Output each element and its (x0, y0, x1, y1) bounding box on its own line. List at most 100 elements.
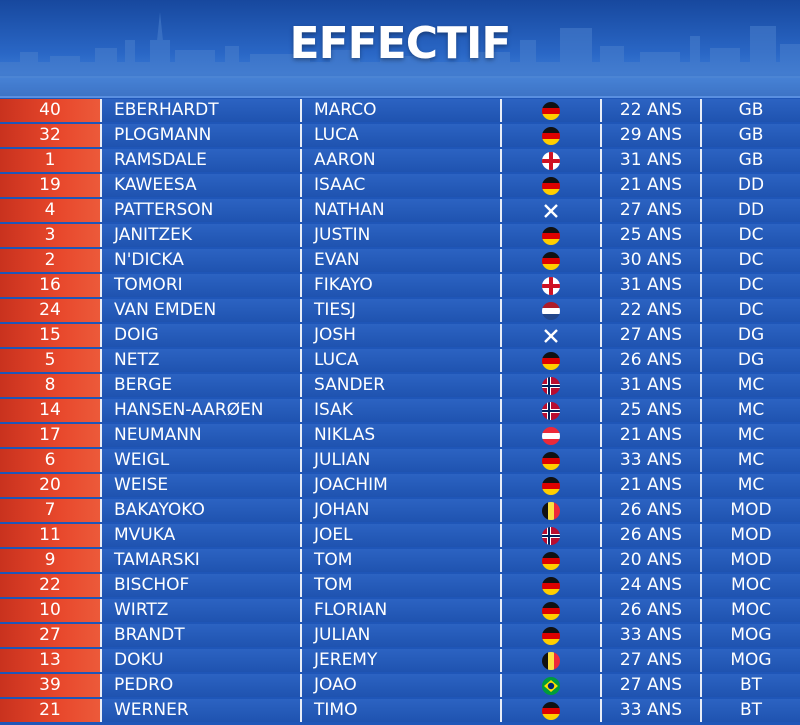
player-details: MVUKA JOEL 26 ANS MOD (100, 524, 800, 547)
norway-flag-icon (500, 374, 600, 397)
player-last-name: BERGE (100, 374, 300, 397)
player-position: GB (700, 149, 800, 172)
table-row: 9 TAMARSKI TOM 20 ANS MOD (0, 549, 800, 572)
player-age: 21 ANS (600, 474, 700, 497)
player-last-name: WIRTZ (100, 599, 300, 622)
player-age: 33 ANS (600, 449, 700, 472)
player-details: KAWEESA ISAAC 21 ANS DD (100, 174, 800, 197)
germany-flag-icon (500, 124, 600, 147)
player-position: DD (700, 174, 800, 197)
player-position: MC (700, 399, 800, 422)
player-details: PLOGMANN LUCA 29 ANS GB (100, 124, 800, 147)
player-position: GB (700, 99, 800, 122)
table-row: 11 MVUKA JOEL 26 ANS MOD (0, 524, 800, 547)
player-position: BT (700, 699, 800, 722)
player-first-name: FLORIAN (300, 599, 500, 622)
player-first-name: JOHAN (300, 499, 500, 522)
player-position: DD (700, 199, 800, 222)
player-age: 26 ANS (600, 524, 700, 547)
player-number: 14 (0, 399, 100, 422)
player-details: WEISE JOACHIM 21 ANS MC (100, 474, 800, 497)
table-row: 10 WIRTZ FLORIAN 26 ANS MOC (0, 599, 800, 622)
scotland-flag-icon (500, 199, 600, 222)
player-details: BISCHOF TOM 24 ANS MOC (100, 574, 800, 597)
germany-flag-icon (500, 224, 600, 247)
player-number: 11 (0, 524, 100, 547)
player-number: 3 (0, 224, 100, 247)
table-row: 2 N'DICKA EVAN 30 ANS DC (0, 249, 800, 272)
player-first-name: JOAO (300, 674, 500, 697)
player-age: 33 ANS (600, 624, 700, 647)
player-last-name: TOMORI (100, 274, 300, 297)
player-age: 25 ANS (600, 224, 700, 247)
table-row: 15 DOIG JOSH 27 ANS DG (0, 324, 800, 347)
player-last-name: RAMSDALE (100, 149, 300, 172)
player-position: MOD (700, 499, 800, 522)
germany-flag-icon (500, 249, 600, 272)
germany-flag-icon (500, 599, 600, 622)
player-first-name: JULIAN (300, 624, 500, 647)
germany-flag-icon (500, 174, 600, 197)
player-last-name: WEISE (100, 474, 300, 497)
player-details: WERNER TIMO 33 ANS BT (100, 699, 800, 722)
player-first-name: EVAN (300, 249, 500, 272)
player-position: MOD (700, 549, 800, 572)
player-age: 22 ANS (600, 99, 700, 122)
player-age: 29 ANS (600, 124, 700, 147)
player-number: 4 (0, 199, 100, 222)
player-number: 17 (0, 424, 100, 447)
player-details: WEIGL JULIAN 33 ANS MC (100, 449, 800, 472)
player-number: 5 (0, 349, 100, 372)
player-number: 9 (0, 549, 100, 572)
player-last-name: N'DICKA (100, 249, 300, 272)
player-last-name: KAWEESA (100, 174, 300, 197)
table-row: 13 DOKU JEREMY 27 ANS MOG (0, 649, 800, 672)
player-age: 31 ANS (600, 274, 700, 297)
player-first-name: LUCA (300, 349, 500, 372)
table-row: 27 BRANDT JULIAN 33 ANS MOG (0, 624, 800, 647)
germany-flag-icon (500, 574, 600, 597)
player-first-name: AARON (300, 149, 500, 172)
player-number: 7 (0, 499, 100, 522)
player-age: 27 ANS (600, 649, 700, 672)
table-row: 6 WEIGL JULIAN 33 ANS MC (0, 449, 800, 472)
player-last-name: BISCHOF (100, 574, 300, 597)
player-first-name: JOACHIM (300, 474, 500, 497)
player-details: DOIG JOSH 27 ANS DG (100, 324, 800, 347)
city-skyline-image (0, 12, 800, 98)
player-age: 27 ANS (600, 199, 700, 222)
player-details: TOMORI FIKAYO 31 ANS DC (100, 274, 800, 297)
player-position: DC (700, 249, 800, 272)
player-last-name: TAMARSKI (100, 549, 300, 572)
player-age: 21 ANS (600, 174, 700, 197)
table-row: 16 TOMORI FIKAYO 31 ANS DC (0, 274, 800, 297)
player-last-name: MVUKA (100, 524, 300, 547)
player-age: 22 ANS (600, 299, 700, 322)
header-divider (0, 96, 800, 98)
player-position: MOC (700, 574, 800, 597)
player-first-name: MARCO (300, 99, 500, 122)
roster-table: 40 EBERHARDT MARCO 22 ANS GB 32 PLOGMANN LUCA 29… (0, 99, 800, 724)
player-last-name: WEIGL (100, 449, 300, 472)
player-last-name: NEUMANN (100, 424, 300, 447)
player-first-name: TOM (300, 574, 500, 597)
table-row: 1 RAMSDALE AARON 31 ANS GB (0, 149, 800, 172)
player-number: 6 (0, 449, 100, 472)
player-age: 27 ANS (600, 324, 700, 347)
table-row: 19 KAWEESA ISAAC 21 ANS DD (0, 174, 800, 197)
player-number: 27 (0, 624, 100, 647)
player-age: 33 ANS (600, 699, 700, 722)
player-last-name: PEDRO (100, 674, 300, 697)
germany-flag-icon (500, 449, 600, 472)
player-details: DOKU JEREMY 27 ANS MOG (100, 649, 800, 672)
player-age: 30 ANS (600, 249, 700, 272)
player-position: DG (700, 324, 800, 347)
player-number: 8 (0, 374, 100, 397)
belgium-flag-icon (500, 499, 600, 522)
germany-flag-icon (500, 549, 600, 572)
england-flag-icon (500, 149, 600, 172)
player-number: 15 (0, 324, 100, 347)
player-position: MOD (700, 524, 800, 547)
player-first-name: JEREMY (300, 649, 500, 672)
player-first-name: TOM (300, 549, 500, 572)
